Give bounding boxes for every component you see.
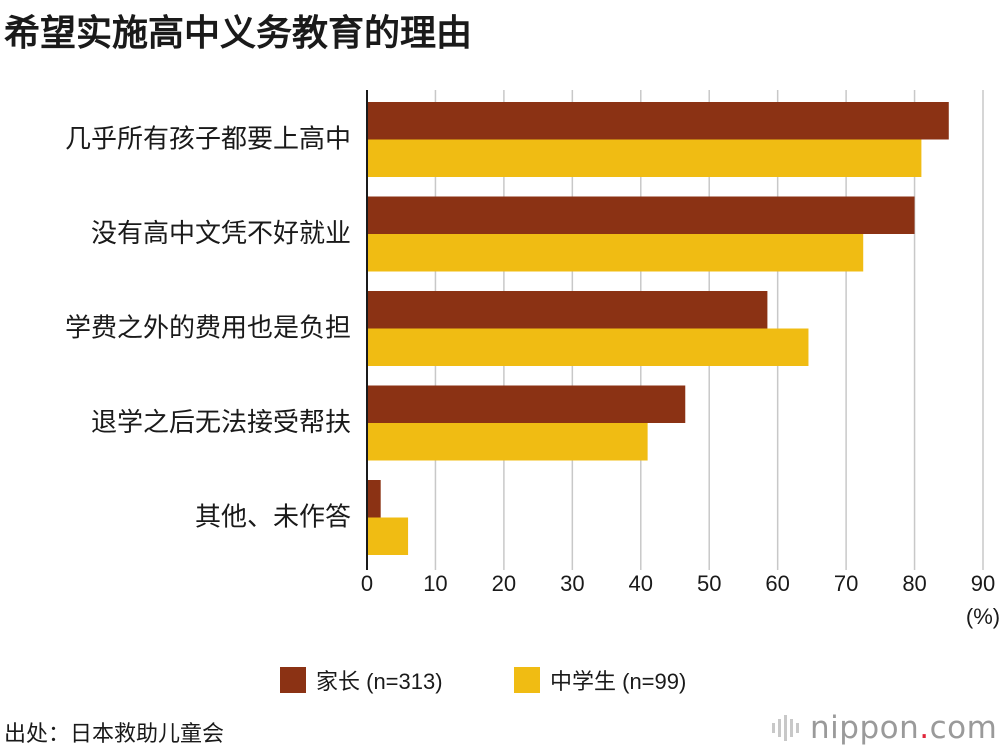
legend-item-parents: 家长 (n=313)	[280, 660, 443, 700]
bar	[367, 234, 864, 272]
x-tick-label: 0	[361, 571, 373, 596]
chart-title: 希望实施高中义务教育的理由	[4, 13, 473, 54]
category-label: 几乎所有孩子都要上高中	[65, 125, 351, 155]
legend-label-students: 中学生 (n=99)	[550, 669, 687, 694]
x-unit-label: (%)	[966, 604, 1000, 629]
logo-text: nippon.com	[810, 710, 998, 746]
category-label: 其他、未作答	[195, 503, 351, 533]
bar	[367, 196, 915, 234]
bar	[367, 480, 381, 518]
x-tick-label: 30	[560, 571, 584, 596]
x-tick-label: 90	[971, 571, 995, 596]
bar	[367, 328, 809, 366]
bar	[367, 102, 949, 140]
x-tick-label: 20	[492, 571, 516, 596]
category-label: 退学之后无法接受帮扶	[91, 408, 351, 438]
x-tick-label: 40	[629, 571, 653, 596]
x-tick-label: 80	[902, 571, 926, 596]
legend-item-students: 中学生 (n=99)	[514, 660, 686, 700]
logo-mark-icon	[772, 715, 802, 741]
bar	[367, 423, 648, 461]
legend-swatch-parents	[280, 667, 306, 693]
x-tick-label: 60	[765, 571, 789, 596]
category-label: 没有高中文凭不好就业	[91, 219, 351, 249]
legend-label-parents: 家长 (n=313)	[316, 669, 443, 694]
legend-swatch-students	[514, 667, 540, 693]
nippon-logo: nippon.com	[772, 706, 997, 750]
bar	[367, 385, 686, 423]
x-tick-label: 50	[697, 571, 721, 596]
x-tick-label: 10	[423, 571, 447, 596]
legend: 家长 (n=313) 中学生 (n=99)	[0, 660, 1000, 700]
category-label: 学费之外的费用也是负担	[65, 314, 351, 344]
source-note: 出处：日本救助儿童会	[4, 722, 225, 747]
bar-chart: 0 10 20 30 40 50 60 70 80 90 (%) 几乎所有孩子都要上高中没有高中文凭不…	[65, 90, 1000, 629]
bar	[367, 517, 409, 555]
bar	[367, 291, 768, 329]
x-tick-label: 70	[834, 571, 858, 596]
bar	[367, 139, 922, 177]
